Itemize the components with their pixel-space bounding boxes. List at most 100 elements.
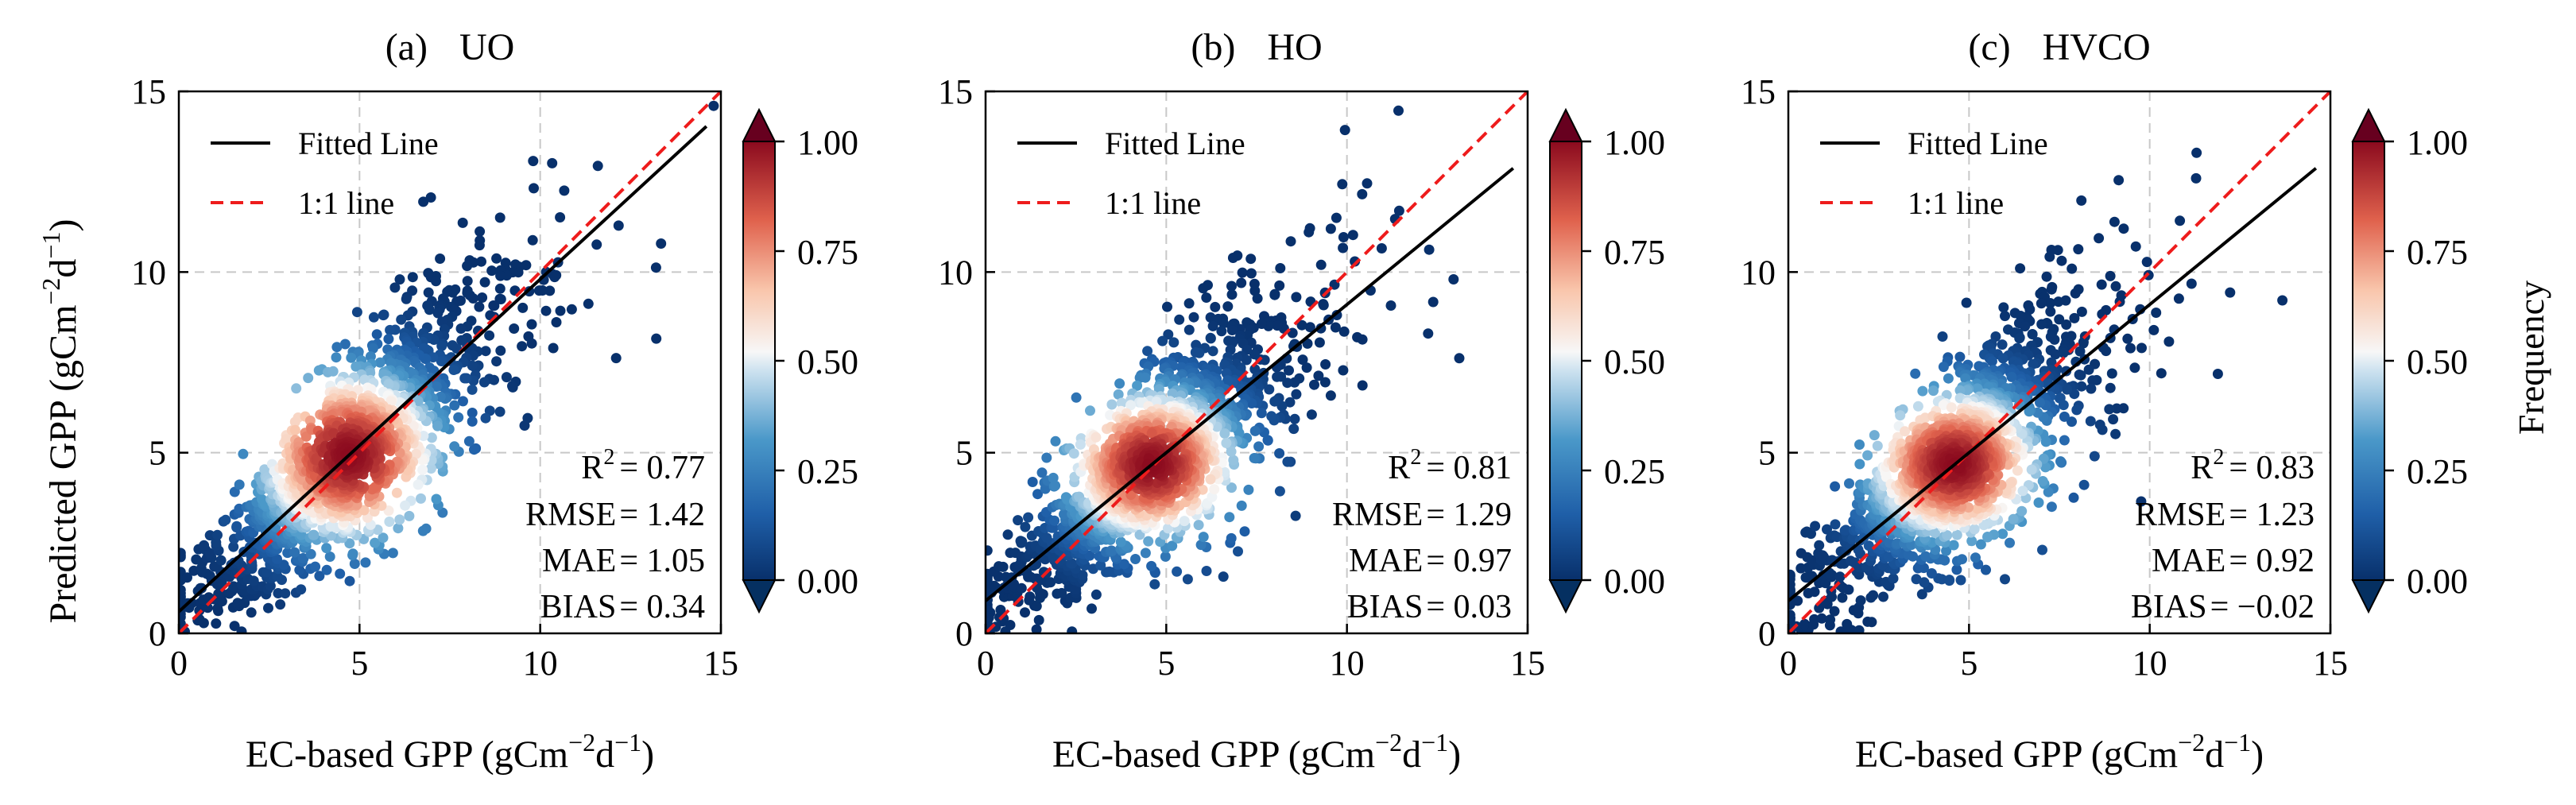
scatter-point [2067,416,2077,428]
scatter-point [2074,370,2085,380]
x-tick-label: 5 [1157,644,1175,683]
scatter-point [1427,296,1439,308]
scatter-point [495,345,506,356]
scatter-point [1218,571,1229,582]
scatter-point [2094,420,2105,430]
scatter-point [1972,383,1983,394]
stat-label: RMSE [2135,497,2225,533]
y-tick-label: 5 [1758,434,1776,473]
ylabel-main: Predicted GPP (gCm [42,305,84,624]
stat-mae: MAE= 0.97 [1349,543,1512,579]
scatter-point [1149,579,1160,590]
scatter-point [1454,353,1465,364]
scatter-point [2027,329,2038,340]
reference-lines-c [1788,91,2330,633]
stat-label: R [2191,450,2213,486]
scatter-point [474,240,485,251]
scatter-point [1347,230,1358,241]
scatter-point [1972,503,1983,514]
scatter-point [1830,481,1841,492]
scatter-point [432,308,444,319]
scatter-point [1814,540,1825,551]
scatter-point [1303,226,1315,238]
scatter-point [1272,371,1283,382]
scatter-point [1274,448,1285,459]
scatter-point [2136,343,2147,354]
scatter-point [280,588,291,599]
scatter-point [1338,242,1349,253]
stat-label: BIAS [540,589,617,625]
fitted-line [986,167,1515,602]
scatter-point [2076,306,2087,317]
colorbar-top-arrow [1548,107,1583,142]
scatter-point [1216,326,1227,337]
scatter-point [435,253,446,264]
scatter-point [365,351,376,362]
scatter-points-b [986,105,1465,633]
scatter-point [1788,610,1795,621]
scatter-point [2136,496,2147,507]
scatter-point [1290,510,1301,521]
stat-bias: BIAS= −0.02 [2131,589,2315,625]
scatter-point [526,338,537,349]
scatter-point [477,292,488,303]
scatter-point [1970,552,1981,563]
scatter-point [591,239,602,250]
scatter-point [2055,456,2066,467]
scatter-point [1981,564,1991,575]
scatter-point [289,424,300,435]
scatter-point [1955,575,1966,586]
scatter-point [1090,432,1102,443]
scatter-point [344,538,355,549]
colorbar-tick-label: 0.75 [797,233,858,272]
scatter-point [1288,424,1300,435]
scatter-point [551,317,562,327]
scatter-point [1900,426,1911,437]
scatter-point [2101,346,2112,357]
scatter-point [559,185,570,196]
scatter-point [1067,626,1078,633]
scatter-point [344,575,355,586]
y-tick-label: 10 [131,253,166,292]
scatter-point [566,304,577,315]
scatter-point [1792,595,1803,606]
panel-title-b: (b) HO [1191,26,1322,68]
stat-label: RMSE [1332,497,1423,533]
scatter-point [2086,383,2097,394]
scatter-point [294,564,305,575]
scatter-point [463,435,475,447]
scatter-point [462,261,473,272]
scatter-point [1183,298,1195,309]
scatter-point [2083,364,2094,375]
scatter-point [1448,274,1459,284]
scatter-point [1816,613,1827,624]
colorbar-gradient [742,141,776,581]
scatter-point [1289,413,1300,424]
scatter-point [289,416,300,428]
colorbar-a: 0.000.250.500.751.00 [742,107,858,614]
scatter-point [1157,335,1168,346]
scatter-point [1304,322,1315,333]
scatter-point [1938,362,1949,373]
y-tick-label: 0 [149,614,166,653]
scatter-point [1948,540,1959,551]
scatter-point [2012,465,2023,476]
scatter-point [1806,528,1816,540]
scatter-point [540,305,552,316]
scatter-point [426,432,437,443]
scatter-point [425,192,436,203]
y-tick-label: 0 [1758,614,1776,653]
scatter-point [1840,524,1851,536]
colorbar-bottom-arrow [2351,579,2386,614]
scatter-point [2071,404,2082,416]
scatter-point [2067,263,2078,274]
scatter-point [1183,324,1195,335]
scatter-point [391,487,402,498]
scatter-point [1954,385,1966,396]
scatter-point [1031,624,1042,633]
scatter-point [1059,509,1069,520]
scatter-point [467,408,478,418]
scatter-point [1834,571,1846,582]
scatter-point [1318,300,1329,311]
